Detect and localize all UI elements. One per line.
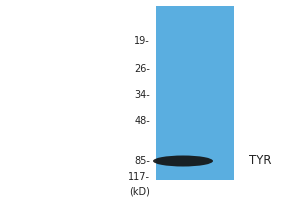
Ellipse shape bbox=[153, 156, 213, 166]
Text: 48-: 48- bbox=[134, 116, 150, 126]
Text: 34-: 34- bbox=[134, 90, 150, 100]
Text: TYR: TYR bbox=[249, 154, 272, 168]
Text: 117-: 117- bbox=[128, 172, 150, 182]
Text: (kD): (kD) bbox=[129, 187, 150, 197]
Text: 26-: 26- bbox=[134, 64, 150, 74]
Text: 85-: 85- bbox=[134, 156, 150, 166]
Bar bbox=[156, 6, 234, 180]
Text: 19-: 19- bbox=[134, 36, 150, 46]
